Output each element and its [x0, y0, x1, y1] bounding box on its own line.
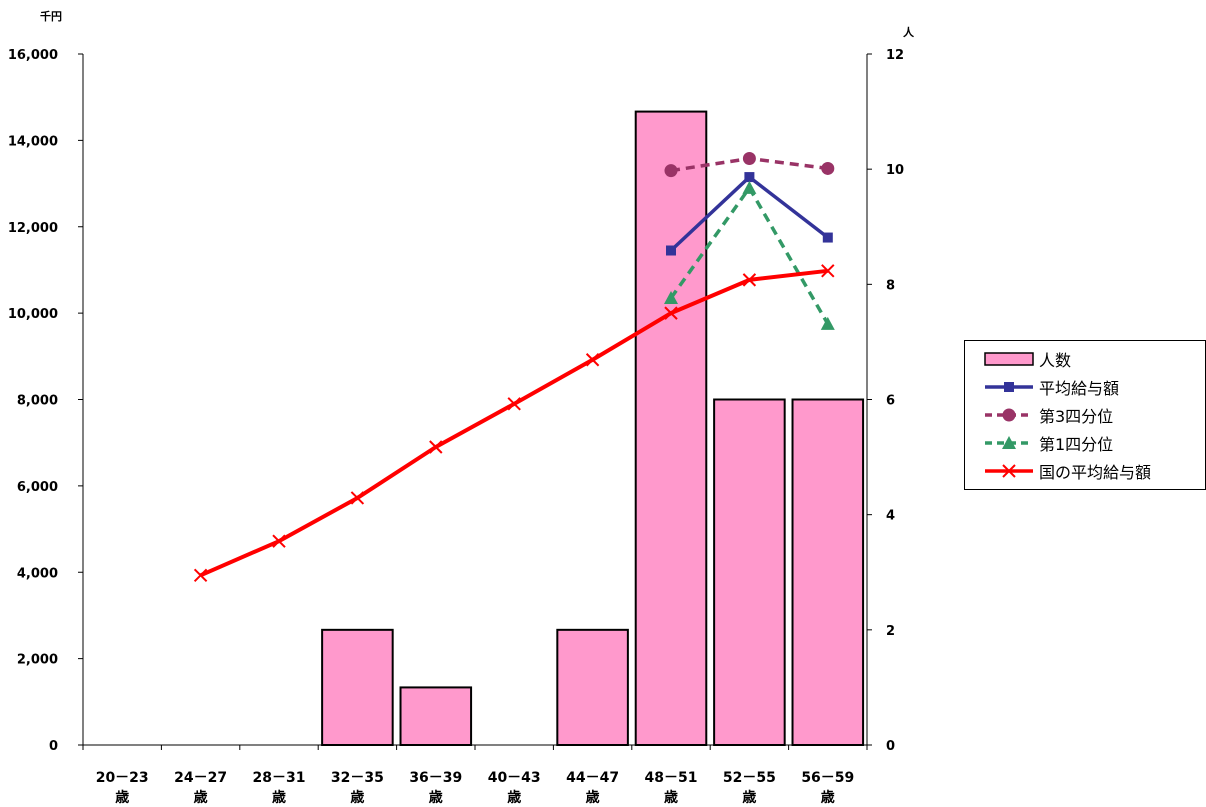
y-right-tick-label-4: 8 — [886, 278, 895, 293]
series-3-point-2 — [272, 534, 286, 548]
y-left-tick-label-5: 10,000 — [8, 307, 58, 322]
x-tick-label-suffix-5: 歳 — [507, 789, 521, 806]
y-left-tick-label-3: 6,000 — [17, 480, 58, 495]
legend-swatch-marker-1 — [1004, 382, 1014, 392]
series-1-point-7 — [664, 164, 678, 178]
series-0-point-9 — [822, 232, 833, 243]
legend-item-2: 第3四分位 — [983, 401, 1113, 429]
y-left-unit-label: 千円 — [40, 9, 62, 23]
y-right-unit-label: 人 — [903, 25, 915, 39]
axes-layer: 0 2,000 4,000 6,000 8,000 10,000 12,000 14,000 1… — [8, 48, 904, 806]
x-tick-label-9: 56－59 — [801, 770, 854, 786]
series-3-point-1 — [193, 568, 208, 582]
y-left-tick-label-0: 0 — [49, 739, 58, 754]
series-3-point-9 — [821, 264, 835, 278]
series-1-point-8 — [742, 152, 756, 166]
legend-swatch-0 — [984, 352, 1034, 366]
legend-swatch-4 — [985, 464, 1033, 478]
y-right-tick-label-5: 10 — [886, 163, 904, 178]
x-tick-label-4: 36－39 — [409, 770, 462, 786]
series-2-point-7 — [664, 291, 678, 305]
series-1-point-9 — [821, 161, 835, 175]
x-tick-label-suffix-0: 歳 — [115, 789, 129, 806]
legend-swatch-marker-3 — [1002, 436, 1016, 449]
x-tick-label-suffix-9: 歳 — [821, 789, 835, 806]
series-0-point-7 — [666, 245, 676, 256]
y-right-tick-label-1: 2 — [886, 624, 895, 639]
x-tick-label-suffix-1: 歳 — [194, 789, 208, 806]
y-left-tick-label-2: 4,000 — [17, 566, 58, 581]
bar-9 — [791, 398, 865, 746]
y-right-tick-label-3: 6 — [886, 394, 895, 409]
legend-item-3: 第1四分位 — [983, 429, 1113, 457]
legend-swatch-marker-2 — [1002, 408, 1016, 422]
legend: 人数平均給与額第3四分位第1四分位国の平均給与額 — [964, 340, 1206, 490]
series-3-point-4 — [429, 440, 443, 454]
series-3-point-3 — [350, 491, 365, 505]
x-tick-label-7: 48－51 — [645, 770, 698, 786]
legend-item-0: 人数 — [983, 345, 1071, 373]
x-tick-label-0: 20－23 — [96, 770, 149, 786]
x-tick-label-suffix-8: 歳 — [742, 789, 756, 806]
bar-3 — [321, 628, 394, 746]
legend-swatch-marker-4 — [1002, 464, 1016, 478]
legend-swatch-bar-0 — [984, 352, 1034, 366]
series-3-point-8 — [742, 273, 757, 287]
bars-layer — [321, 110, 865, 747]
series-3-point-6 — [585, 353, 600, 367]
x-tick-label-8: 52－55 — [723, 770, 776, 786]
y-left-tick-label-7: 14,000 — [8, 134, 58, 149]
x-tick-label-suffix-3: 歳 — [350, 789, 364, 806]
x-tick-label-5: 40－43 — [488, 770, 541, 786]
x-tick-label-suffix-2: 歳 — [272, 789, 286, 806]
x-tick-label-suffix-4: 歳 — [429, 789, 443, 806]
y-right-tick-label-0: 0 — [886, 739, 895, 754]
y-right-tick-label-2: 4 — [886, 509, 895, 524]
legend-swatch-3 — [985, 436, 1033, 449]
x-tick-label-2: 28－31 — [253, 770, 306, 786]
legend-swatch-1 — [985, 382, 1033, 392]
legend-label-3: 第1四分位 — [1039, 435, 1114, 454]
bar-4 — [399, 686, 473, 747]
series-3-point-5 — [507, 397, 521, 411]
x-tick-label-suffix-7: 歳 — [664, 789, 678, 806]
y-left-tick-label-8: 16,000 — [8, 48, 58, 63]
lines-layer — [193, 152, 835, 582]
series-2-point-8 — [742, 180, 757, 194]
legend-label-0: 人数 — [1039, 351, 1072, 370]
y-left-tick-label-4: 8,000 — [17, 394, 58, 409]
legend-label-2: 第3四分位 — [1039, 407, 1114, 426]
series-2-point-9 — [820, 316, 835, 330]
legend-swatch-2 — [985, 408, 1033, 422]
y-left-tick-label-1: 2,000 — [17, 653, 58, 668]
x-tick-label-3: 32－35 — [331, 770, 384, 786]
legend-item-4: 国の平均給与額 — [983, 457, 1151, 485]
x-tick-label-1: 24－27 — [174, 770, 227, 786]
bar-6 — [556, 628, 629, 746]
series-0-point-8 — [744, 172, 755, 183]
y-right-tick-label-6: 12 — [886, 48, 904, 63]
bar-8 — [713, 398, 786, 746]
x-tick-label-suffix-6: 歳 — [586, 789, 600, 806]
series-3-point-7 — [664, 306, 678, 320]
y-left-tick-label-6: 12,000 — [8, 221, 58, 236]
legend-label-1: 平均給与額 — [1039, 379, 1120, 398]
x-tick-label-6: 44－47 — [566, 770, 619, 786]
legend-item-1: 平均給与額 — [983, 373, 1119, 401]
legend-label-4: 国の平均給与額 — [1039, 463, 1152, 482]
bar-7 — [634, 110, 708, 747]
